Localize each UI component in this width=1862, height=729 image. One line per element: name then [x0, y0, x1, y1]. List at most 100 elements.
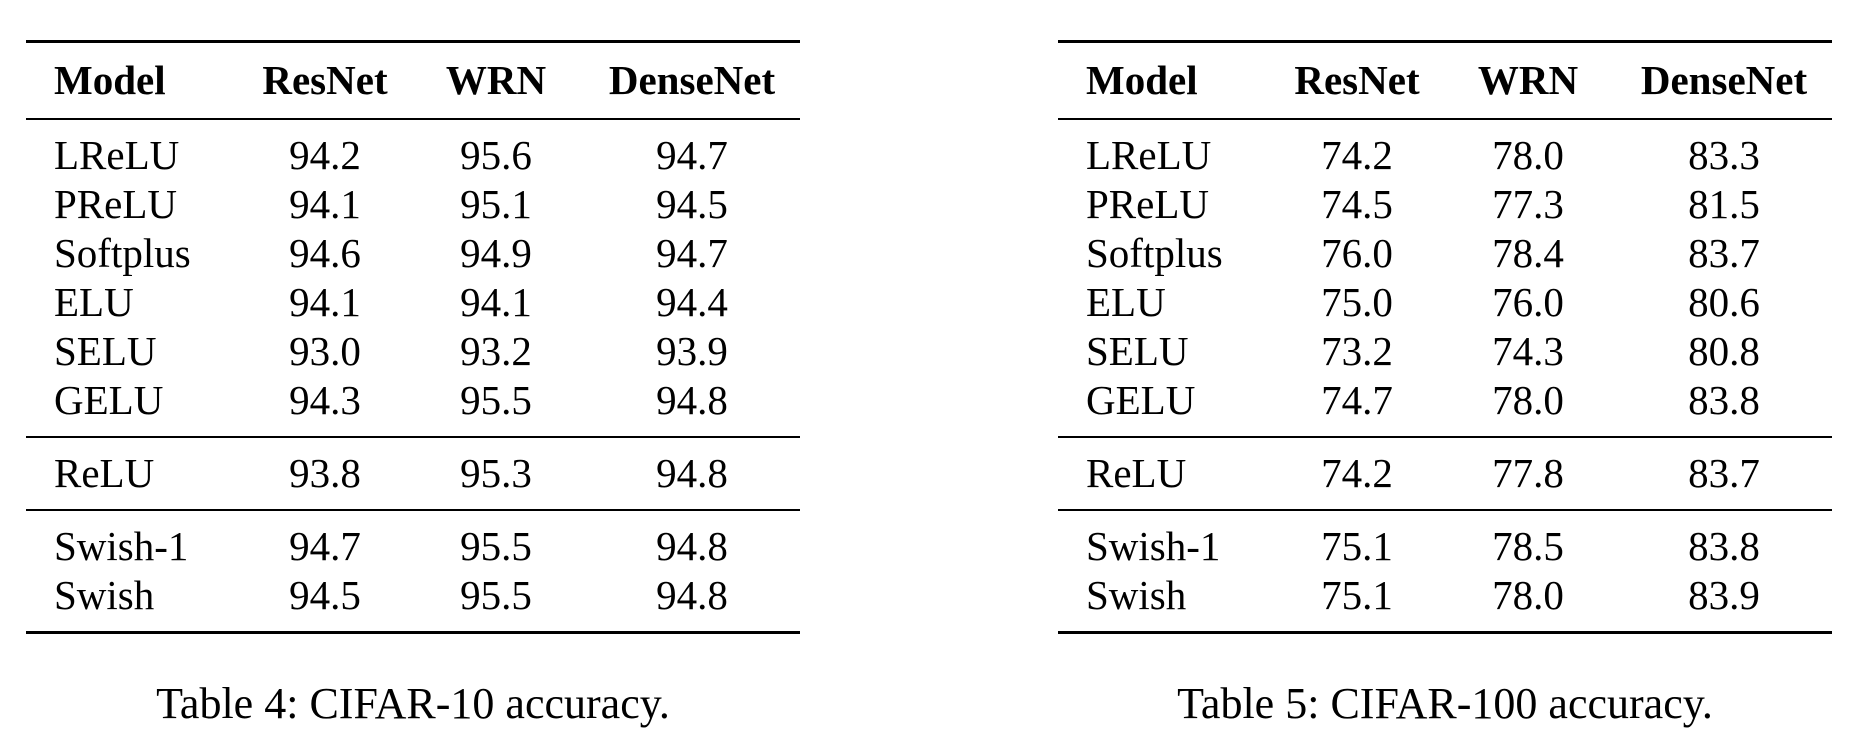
cell-densenet: 94.8 [584, 509, 800, 571]
table-row: Swish 94.5 95.5 94.8 [26, 571, 800, 634]
cell-model: LReLU [1086, 132, 1212, 178]
row-group: ReLU 93.8 95.3 94.8 [26, 436, 800, 510]
row-group: Swish-1 75.1 78.5 83.8 Swish 75.1 78.0 83.9 [1058, 509, 1832, 634]
column-header-densenet: DenseNet [584, 40, 800, 120]
cell-densenet: 94.7 [656, 230, 728, 276]
column-header-model: Model [26, 40, 242, 120]
cell-wrn: 94.1 [460, 279, 532, 325]
cell-resnet: 74.2 [1274, 436, 1440, 510]
cell-resnet: 93.0 [289, 328, 361, 374]
cell-wrn: 95.5 [408, 571, 584, 634]
cell-model: PReLU [1086, 181, 1209, 227]
cell-model: ReLU [1058, 436, 1274, 510]
cell-densenet: 83.8 [1616, 509, 1832, 571]
cell-model: Swish-1 [1058, 509, 1274, 571]
cell-resnet: 75.0 [1321, 279, 1393, 325]
table-row: ELU 75.0 76.0 80.6 [1058, 278, 1832, 327]
cell-densenet: 83.3 [1688, 132, 1760, 178]
cell-model: Swish [1058, 571, 1274, 634]
cell-densenet: 81.5 [1688, 181, 1760, 227]
cell-model: GELU [54, 377, 164, 423]
cell-model: ReLU [26, 436, 242, 510]
cell-resnet: 75.1 [1274, 509, 1440, 571]
cell-model: SELU [54, 328, 157, 374]
table-5-block: Model ResNet WRN DenseNet LReLU 74.2 78.0 8… [1058, 40, 1832, 729]
cell-wrn: 78.5 [1440, 509, 1616, 571]
row-group: LReLU 94.2 95.6 94.7 PReLU 94.1 95.1 94.5 Softpl… [26, 119, 800, 437]
table-row: SELU 73.2 74.3 80.8 [1058, 327, 1832, 376]
cifar10-accuracy-table: Model ResNet WRN DenseNet LReLU 94.2 95.6 9… [26, 40, 800, 634]
cell-wrn: 78.0 [1440, 571, 1616, 634]
cell-model: GELU [1086, 377, 1196, 423]
cell-resnet: 75.1 [1274, 571, 1440, 634]
cell-densenet: 80.8 [1688, 328, 1760, 374]
table-4-block: Model ResNet WRN DenseNet LReLU 94.2 95.6 9… [26, 40, 800, 729]
row-group: LReLU 74.2 78.0 83.3 PReLU 74.5 77.3 81.5 Softpl… [1058, 119, 1832, 437]
cell-model: Softplus [1086, 230, 1223, 276]
table-header-row: Model ResNet WRN DenseNet [1058, 40, 1832, 120]
cell-wrn: 77.3 [1492, 181, 1564, 227]
column-header-model: Model [1058, 40, 1274, 120]
cell-resnet: 94.5 [242, 571, 408, 634]
table-row: Swish-1 94.7 95.5 94.8 [26, 509, 800, 571]
cifar100-accuracy-table: Model ResNet WRN DenseNet LReLU 74.2 78.0 8… [1058, 40, 1832, 634]
table-row: SELU 93.0 93.2 93.9 [26, 327, 800, 376]
column-header-resnet: ResNet [1274, 40, 1440, 120]
table-row: ReLU 93.8 95.3 94.8 [26, 436, 800, 510]
cell-wrn: 95.1 [460, 181, 532, 227]
cell-densenet: 83.8 [1688, 377, 1760, 423]
cell-wrn: 95.5 [408, 509, 584, 571]
cell-resnet: 94.6 [289, 230, 361, 276]
cell-wrn: 94.9 [460, 230, 532, 276]
column-header-densenet: DenseNet [1616, 40, 1832, 120]
cell-densenet: 80.6 [1688, 279, 1760, 325]
cell-densenet: 83.9 [1616, 571, 1832, 634]
cell-densenet: 94.8 [656, 377, 728, 423]
table-row: Swish 75.1 78.0 83.9 [1058, 571, 1832, 634]
cell-resnet: 73.2 [1321, 328, 1393, 374]
column-header-wrn: WRN [1440, 40, 1616, 120]
cell-densenet: 94.7 [656, 132, 728, 178]
cell-wrn: 93.2 [460, 328, 532, 374]
table-5-caption: Table 5: CIFAR-100 accuracy. [1177, 679, 1713, 728]
cell-resnet: 76.0 [1321, 230, 1393, 276]
table-row: Softplus 94.6 94.9 94.7 [26, 229, 800, 278]
cell-model: Swish-1 [26, 509, 242, 571]
cell-wrn: 78.0 [1492, 132, 1564, 178]
table-row: ReLU 74.2 77.8 83.7 [1058, 436, 1832, 510]
table-row: ELU 94.1 94.1 94.4 [26, 278, 800, 327]
cell-model: PReLU [54, 181, 177, 227]
cell-wrn: 74.3 [1492, 328, 1564, 374]
cell-wrn: 77.8 [1440, 436, 1616, 510]
cell-model: ELU [1086, 279, 1166, 325]
cell-densenet: 93.9 [656, 328, 728, 374]
row-group: Swish-1 94.7 95.5 94.8 Swish 94.5 95.5 94.8 [26, 509, 800, 634]
cell-densenet: 94.8 [584, 571, 800, 634]
cell-resnet: 94.1 [289, 181, 361, 227]
cell-resnet: 74.5 [1321, 181, 1393, 227]
table-row: GELU 74.7 78.0 83.8 [1058, 376, 1832, 437]
cell-resnet: 94.3 [289, 377, 361, 423]
column-header-wrn: WRN [408, 40, 584, 120]
cell-model: ELU [54, 279, 134, 325]
cell-model: Softplus [54, 230, 191, 276]
cell-densenet: 83.7 [1616, 436, 1832, 510]
table-4-caption: Table 4: CIFAR-10 accuracy. [156, 679, 670, 728]
cell-resnet: 74.7 [1321, 377, 1393, 423]
cell-wrn: 95.5 [460, 377, 532, 423]
table-header-row: Model ResNet WRN DenseNet [26, 40, 800, 120]
row-group: ReLU 74.2 77.8 83.7 [1058, 436, 1832, 510]
column-header-resnet: ResNet [242, 40, 408, 120]
cell-wrn: 95.6 [460, 132, 532, 178]
table-row: LReLU 94.2 95.6 94.7 [26, 119, 800, 180]
cell-densenet: 94.8 [584, 436, 800, 510]
cell-resnet: 94.7 [242, 509, 408, 571]
cell-resnet: 93.8 [242, 436, 408, 510]
cell-wrn: 95.3 [408, 436, 584, 510]
table-row: PReLU 94.1 95.1 94.5 [26, 180, 800, 229]
cell-resnet: 94.2 [289, 132, 361, 178]
cell-model: LReLU [54, 132, 180, 178]
cell-model: Swish [26, 571, 242, 634]
table-row: GELU 94.3 95.5 94.8 [26, 376, 800, 437]
cell-resnet: 94.1 [289, 279, 361, 325]
